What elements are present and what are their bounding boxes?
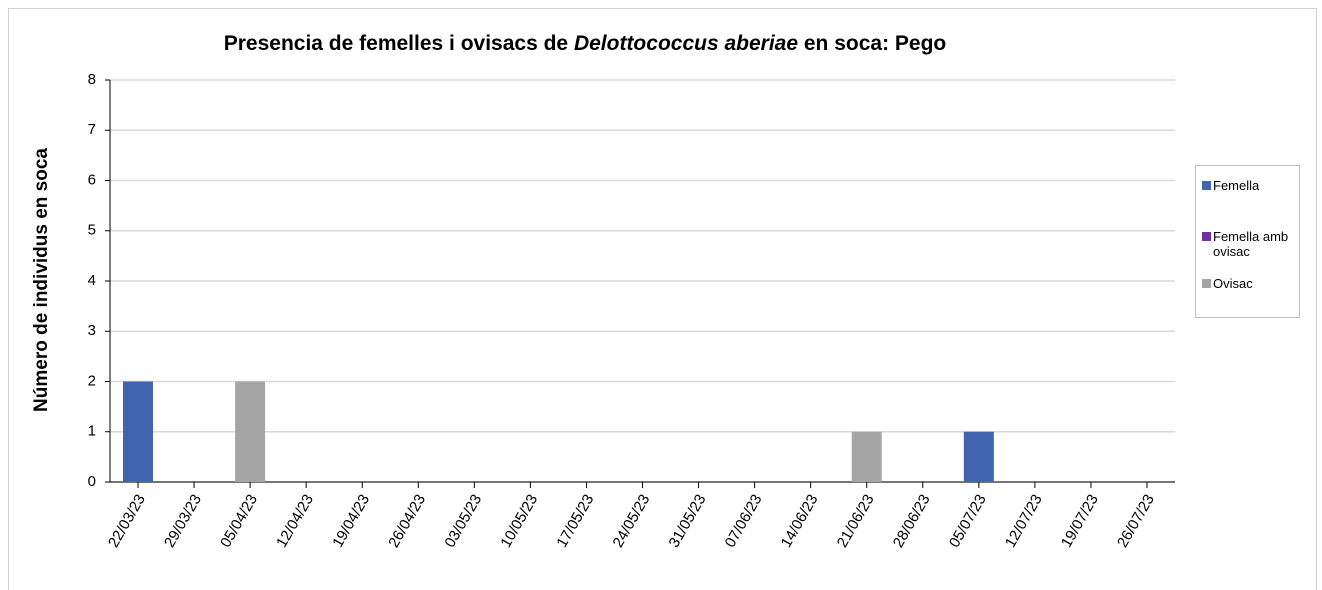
x-tick-label: 31/05/23 (666, 491, 710, 550)
x-tick-label: 21/06/23 (834, 491, 878, 550)
x-tick-label: 05/07/23 (946, 491, 990, 550)
y-tick-label: 5 (88, 222, 96, 239)
x-tick-label: 12/07/23 (1002, 491, 1046, 550)
chart-title: Presencia de femelles i ovisacs de Delot… (224, 32, 947, 55)
y-tick-label: 1 (88, 423, 96, 440)
y-tick-label: 7 (88, 121, 96, 138)
title-part: Delottococcus aberiae (574, 32, 798, 55)
y-tick-label: 4 (88, 272, 96, 289)
x-tick-label: 24/05/23 (609, 491, 653, 550)
bar (851, 431, 882, 482)
x-tick-label: 26/04/23 (385, 491, 429, 550)
legend-label: Femella amb ovisac (1213, 229, 1289, 259)
x-tick-label: 03/05/23 (441, 491, 485, 550)
x-tick-label: 12/04/23 (273, 491, 317, 550)
legend-swatch (1202, 232, 1211, 241)
y-tick-label: 0 (88, 473, 96, 490)
x-tick-label: 29/03/23 (161, 491, 205, 550)
x-tick-label: 10/05/23 (497, 491, 541, 550)
y-tick-label: 6 (88, 171, 96, 188)
x-tick-label: 19/07/23 (1058, 491, 1102, 550)
x-tick-label: 07/06/23 (722, 491, 766, 550)
x-tick-label: 17/05/23 (553, 491, 597, 550)
y-axis-label: Número de individus en soca (31, 148, 52, 412)
legend-label: Femella (1213, 178, 1260, 193)
bar (963, 431, 994, 482)
legend-entry: Ovisac (1202, 276, 1301, 291)
title-part: en soca: Pego (798, 32, 946, 55)
x-tick-label: 22/03/23 (105, 491, 149, 550)
legend-swatch (1202, 279, 1211, 288)
x-tick-label: 14/06/23 (778, 491, 822, 550)
legend: Femella Femella amb ovisac Ovisac (1195, 165, 1300, 318)
bar (235, 381, 266, 482)
y-tick-label: 3 (88, 322, 96, 339)
legend-label: Ovisac (1213, 276, 1253, 291)
title-part: Presencia de femelles i ovisacs de (224, 32, 574, 55)
x-tick-label: 26/07/23 (1114, 491, 1158, 550)
legend-entry: Femella (1202, 178, 1301, 193)
chart-border (8, 8, 1317, 590)
x-tick-label: 05/04/23 (217, 491, 261, 550)
y-tick-label: 2 (88, 372, 96, 389)
x-tick-label: 28/06/23 (890, 491, 934, 550)
x-tick-label: 19/04/23 (329, 491, 373, 550)
bar (123, 381, 153, 482)
legend-entry: Femella amb ovisac (1202, 229, 1301, 259)
legend-swatch (1202, 181, 1211, 190)
y-tick-label: 8 (88, 71, 96, 88)
